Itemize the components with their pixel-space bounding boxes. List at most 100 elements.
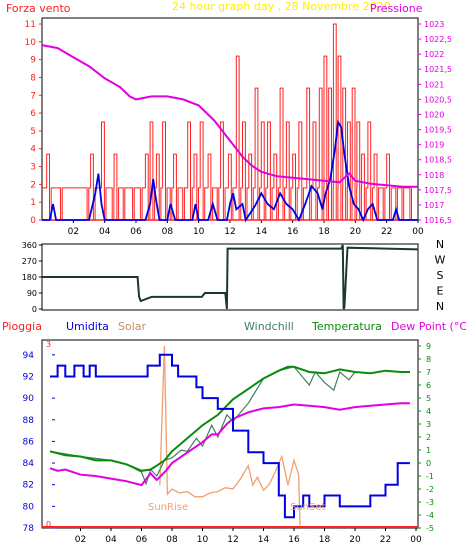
humidity-tick-label: 86 — [23, 437, 35, 447]
temperature-tick-label: 6 — [426, 381, 431, 390]
legend-temperature: Temperatura — [311, 320, 382, 333]
legend-windchill: Windchill — [244, 320, 294, 333]
panel1-time-tick-label: 02 — [68, 227, 79, 237]
pressure-tick-label: 1019,5 — [424, 126, 452, 135]
panel1-series — [41, 23, 418, 223]
compass-label: N — [436, 300, 444, 313]
pressure-label: Pressione — [370, 2, 423, 15]
direction-tick-label: 0 — [32, 305, 37, 314]
panel3-time-tick-label: 06 — [136, 535, 148, 545]
panel3-time-tick-label: 20 — [349, 535, 361, 545]
panel3-time-tick-label: 10 — [197, 535, 209, 545]
panel1-time-axis: 02 04 06 08 10 12 14 16 18 20 22 00 — [68, 220, 424, 237]
wind-force-tick-label: 4 — [30, 145, 36, 155]
rain-axis: 03 — [46, 340, 51, 529]
pressure-tick-label: 1021,5 — [424, 65, 452, 74]
pressure-tick-label: 1021 — [424, 80, 444, 89]
pressure-tick-label: 1020,5 — [424, 95, 452, 104]
pressure-tick-label: 1022 — [424, 50, 444, 59]
direction-tick-label: 90 — [27, 289, 37, 298]
pressure-tick-label: 1023 — [424, 20, 444, 29]
direction-tick-label: 270 — [22, 257, 37, 266]
pressure-tick-label: 1022,5 — [424, 35, 452, 44]
panel3-time-tick-label: 12 — [227, 535, 238, 545]
wind-force-axis: 0 1 2 3 4 5 6 7 8 9 10 11 — [25, 20, 42, 226]
rain-tick-label: 3 — [46, 340, 51, 349]
humidity-tick-label: 90 — [23, 394, 35, 404]
panel3-time-tick-label: 00 — [410, 535, 422, 545]
sunrise-label: SunRise — [148, 502, 188, 513]
panel1-time-tick-label: 10 — [193, 227, 205, 237]
temperature-axis: -5 -4 -3 -2 -1 0 1 2 3 4 5 6 7 8 9 — [418, 342, 434, 533]
humidity-line — [50, 353, 410, 519]
wind-force-tick-label: 7 — [30, 91, 36, 101]
panel3-time-tick-label: 14 — [258, 535, 270, 545]
panel3-time-tick-label: 02 — [75, 535, 86, 545]
panel2-series — [42, 244, 419, 310]
legend-humidity: Umidita — [66, 320, 109, 333]
humidity-tick-label: 88 — [23, 416, 35, 426]
temperature-tick-label: 2 — [426, 433, 431, 442]
panel1-time-tick-label: 00 — [412, 227, 424, 237]
wind-direction-line — [42, 244, 419, 310]
panel3-plot-area — [41, 339, 419, 529]
direction-axis: 360 270 180 90 0 — [22, 241, 42, 314]
pressure-tick-label: 1018 — [424, 171, 444, 180]
wind-force-tick-label: 9 — [30, 56, 36, 66]
solar-line — [159, 345, 301, 526]
temperature-tick-label: -5 — [426, 524, 434, 533]
panel1-time-tick-label: 14 — [256, 227, 268, 237]
panel3-time-tick-label: 08 — [166, 535, 178, 545]
wind-force-label: Forza vento — [6, 2, 71, 15]
panel3-time-tick-label: 18 — [319, 535, 331, 545]
temperature-tick-label: 3 — [426, 420, 431, 429]
temperature-tick-label: 7 — [426, 368, 431, 377]
humidity-tick-label: 92 — [23, 372, 34, 382]
wind-force-tick-label: 10 — [25, 38, 37, 48]
panel1-time-tick-label: 12 — [224, 227, 235, 237]
pressure-line — [41, 44, 418, 188]
temperature-tick-label: 4 — [426, 407, 431, 416]
wind-force-tick-label: 2 — [30, 180, 36, 190]
wind-force-tick-label: 0 — [30, 216, 36, 226]
pressure-axis: 1016,5 1017 1017,5 1018 1018,5 1019 1019,5 1020… — [418, 20, 452, 225]
humidity-tick-label: 84 — [23, 459, 35, 469]
wind-average-line — [42, 119, 418, 223]
rain-tick-label: 0 — [46, 520, 51, 529]
temperature-tick-label: -1 — [426, 472, 434, 481]
wind-force-tick-label: 5 — [30, 127, 36, 137]
wind-force-tick-label: 8 — [30, 73, 36, 83]
humidity-tick-label: 80 — [23, 502, 35, 512]
temperature-tick-label: 0 — [426, 459, 431, 468]
panel1-time-tick-label: 06 — [130, 227, 142, 237]
temperature-tick-label: 8 — [426, 355, 431, 364]
temperature-line — [49, 365, 410, 472]
pressure-tick-label: 1016,5 — [424, 216, 452, 225]
panel1-time-tick-label: 18 — [318, 227, 330, 237]
pressure-tick-label: 1020 — [424, 110, 444, 119]
wind-force-tick-label: 11 — [25, 20, 36, 30]
pressure-tick-label: 1017,5 — [424, 186, 452, 195]
compass-label: N — [436, 238, 444, 251]
panel3-time-tick-label: 04 — [105, 535, 117, 545]
wind-force-tick-label: 6 — [30, 109, 36, 119]
compass-label: E — [437, 285, 444, 298]
panel1-time-tick-label: 08 — [162, 227, 174, 237]
sunset-label: SunSet — [290, 502, 326, 513]
temperature-tick-label: 9 — [426, 342, 431, 351]
panel3-series — [42, 345, 418, 528]
panel3-time-tick-label: 16 — [288, 535, 300, 545]
panel1-time-tick-label: 20 — [350, 227, 362, 237]
temperature-tick-label: -4 — [426, 511, 434, 520]
pressure-tick-label: 1017 — [424, 201, 444, 210]
dew-point-line — [49, 402, 410, 487]
wind-force-tick-label: 3 — [30, 163, 36, 173]
panel3-time-tick-label: 22 — [380, 535, 391, 545]
humidity-tick-label: 78 — [23, 524, 35, 534]
panel3-time-axis: 02 04 06 08 10 12 14 16 18 20 22 00 — [75, 528, 422, 545]
temperature-tick-label: -3 — [426, 498, 434, 507]
pressure-tick-label: 1019 — [424, 141, 444, 150]
temperature-humidity-panel: Pioggia Umidita Solar Windchill Temperat… — [2, 320, 466, 545]
